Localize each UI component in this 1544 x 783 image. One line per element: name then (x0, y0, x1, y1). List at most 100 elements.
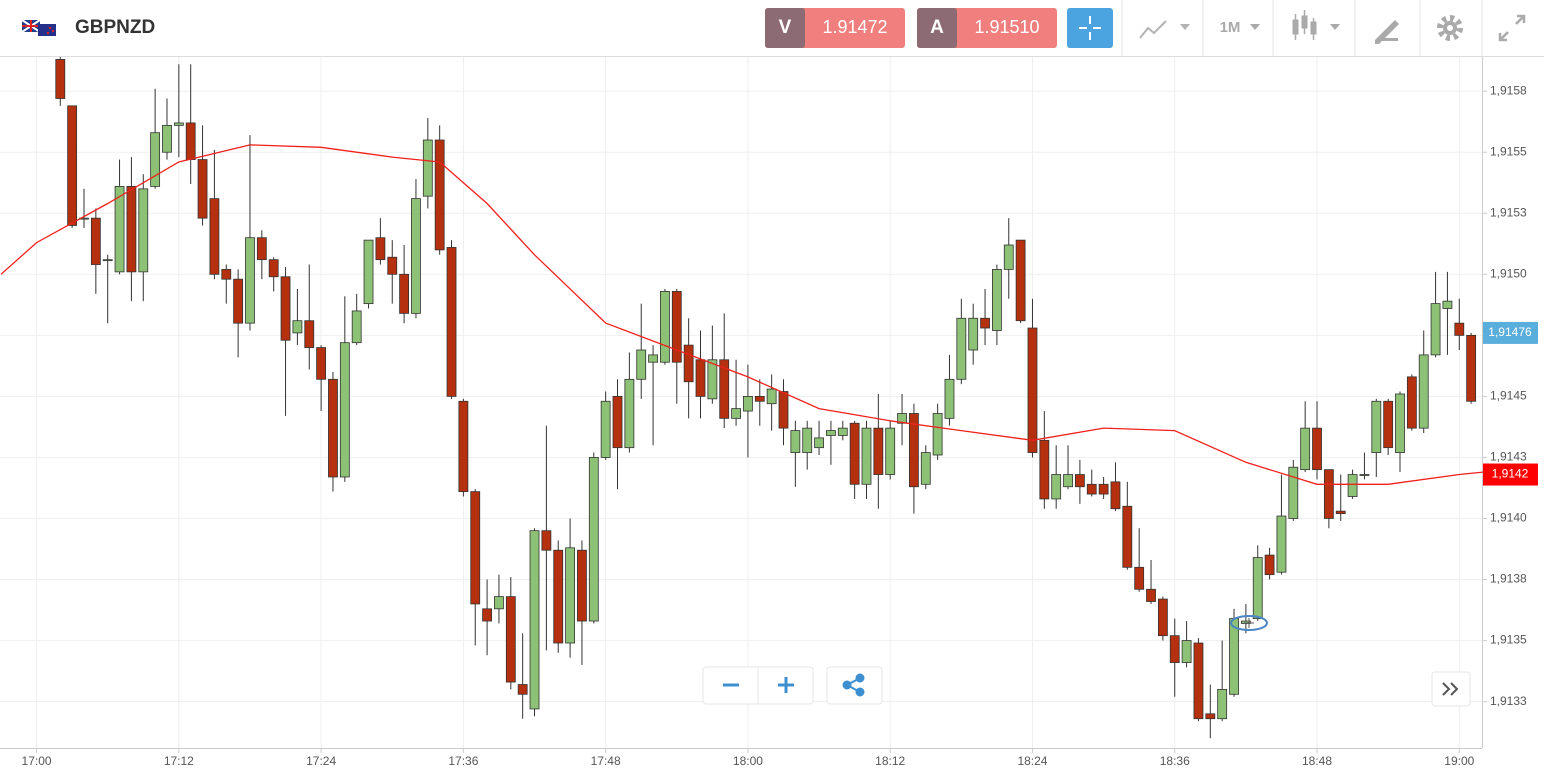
candle-body (1074, 474, 1085, 488)
candle-body (553, 549, 564, 644)
candle-body (221, 269, 232, 280)
x-tick-label: 18:36 (1160, 754, 1190, 768)
x-tick-label: 17:24 (306, 754, 336, 768)
candle-body (316, 347, 327, 380)
zoom-controls (702, 666, 1471, 707)
candle-body (446, 247, 457, 397)
candle-body (1466, 334, 1477, 402)
candle-body (256, 237, 267, 261)
bid-price: 1.91472 (822, 17, 887, 37)
candle-body (814, 437, 824, 449)
candle-body (1015, 239, 1026, 322)
candle-body (351, 310, 362, 344)
x-tick-label: 18:12 (875, 754, 905, 768)
candle-body (1098, 483, 1109, 495)
candle-body (268, 259, 279, 278)
candle-body (90, 217, 101, 265)
candle-body (304, 320, 315, 348)
candle-body (1335, 510, 1346, 514)
scroll-end-icon (1442, 682, 1459, 696)
candle-body (660, 291, 670, 363)
y-tick-label: 1,9158 (1490, 83, 1527, 97)
candle-body (920, 452, 931, 485)
symbol: GBPNZD (75, 17, 155, 38)
candle-body (482, 608, 492, 622)
candle-body (1300, 427, 1311, 471)
candle-body (1134, 566, 1145, 590)
y-tick-label: 1,9133 (1490, 694, 1527, 708)
fullscreen-button[interactable] (1498, 14, 1526, 42)
candle-body (102, 259, 113, 262)
candle-body (67, 105, 78, 226)
candle-body (565, 547, 575, 644)
candle-body (695, 359, 706, 397)
candle-body (280, 276, 291, 341)
candle-body (339, 342, 350, 478)
share-button[interactable] (826, 666, 883, 705)
candle-body (707, 359, 718, 400)
candle-body (1229, 618, 1239, 695)
candle-body (980, 317, 990, 329)
candle-body (55, 59, 66, 99)
candle-body (162, 124, 172, 153)
y-tick-label: 1,9140 (1490, 511, 1527, 525)
candle-body (932, 413, 943, 456)
candle-body (1347, 474, 1358, 497)
candle-body (754, 395, 765, 402)
candle-body (387, 256, 398, 275)
y-tick-label: 1,9150 (1490, 266, 1527, 280)
cursor-cross (1244, 618, 1254, 628)
candle-body (470, 491, 481, 605)
candle-body (648, 354, 658, 363)
candle-body (1383, 400, 1394, 449)
x-tick-label: 17:48 (591, 754, 621, 768)
candle-body (766, 388, 777, 405)
candle-body (1122, 505, 1133, 568)
y-tick-label: 1,9143 (1490, 450, 1527, 464)
price-badge-label: 1,9142 (1492, 467, 1529, 481)
candle-body (743, 395, 753, 412)
candle-body (1181, 640, 1192, 663)
candle-body (778, 391, 789, 429)
candle-body (173, 122, 184, 126)
crosshair-button[interactable] (1067, 8, 1113, 48)
candle-body (233, 278, 244, 324)
candle-body (1430, 303, 1441, 356)
candle-body (885, 427, 896, 475)
candle-body (541, 530, 552, 551)
scroll-end-button[interactable] (1431, 671, 1471, 707)
candle-body (1027, 327, 1038, 453)
candle-body (1442, 300, 1453, 309)
candle-body (1395, 393, 1405, 453)
candle-body (1371, 400, 1382, 453)
candle-body (434, 139, 445, 251)
timeframe-button[interactable]: 1M (1220, 19, 1260, 36)
x-tick-label: 18:48 (1302, 754, 1332, 768)
candle-body (1003, 244, 1014, 270)
candle-body (1157, 598, 1168, 637)
candle-body (790, 430, 801, 453)
candle-body (517, 684, 528, 695)
y-tick-label: 1,9135 (1490, 633, 1527, 647)
candle-body (849, 422, 860, 485)
candle-body (992, 269, 1002, 331)
candle-body (731, 408, 741, 419)
chart-type-button[interactable] (1139, 20, 1190, 39)
candle-body (1418, 354, 1429, 429)
candle-body (1217, 688, 1228, 720)
candle-body (1323, 469, 1334, 519)
zoom-in[interactable] (778, 677, 794, 693)
candle-body (909, 413, 919, 488)
candle-body (185, 122, 196, 160)
candle-style-button[interactable] (1292, 10, 1340, 40)
candle-body (861, 427, 872, 485)
x-tick-label: 17:36 (448, 754, 478, 768)
candle-body (1051, 474, 1062, 500)
candle-body (802, 427, 813, 453)
bid-button[interactable]: V 1.91472 (765, 8, 905, 48)
candle-body (1146, 588, 1156, 602)
ask-button[interactable]: A 1.91510 (917, 8, 1057, 48)
settings-button[interactable] (1437, 15, 1463, 41)
drawing-button[interactable] (1375, 20, 1399, 44)
